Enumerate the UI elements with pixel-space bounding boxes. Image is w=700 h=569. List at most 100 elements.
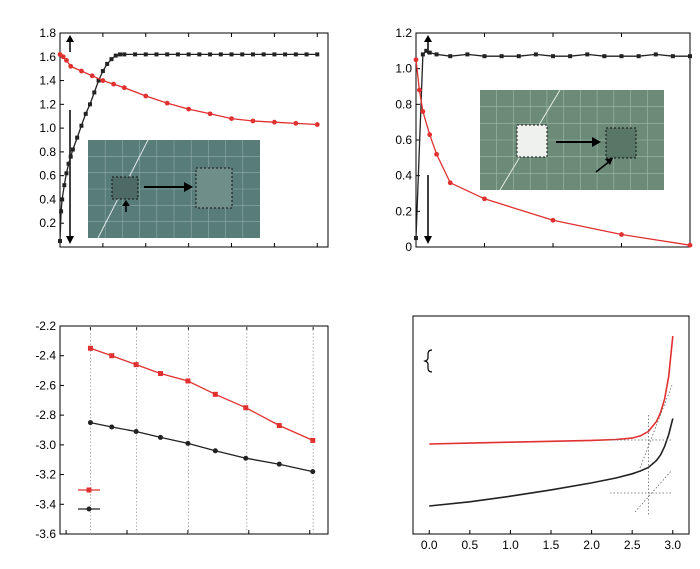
d-le-rise-tangent <box>634 469 673 513</box>
a-leakage-point <box>89 73 95 79</box>
b-uptake-point <box>585 52 590 57</box>
c-legend-marker-le <box>86 506 92 512</box>
a-y-tick-label: 0.2 <box>39 216 56 230</box>
c-gpe-point <box>276 423 282 429</box>
a-leakage-point <box>164 100 170 106</box>
a-uptake-point <box>118 52 123 57</box>
b-inset-arrow-icon <box>592 137 601 147</box>
c-le-point <box>212 448 218 454</box>
a-uptake-point <box>272 52 277 57</box>
a-uptake-point <box>66 161 71 166</box>
c-gpe-point <box>158 371 163 377</box>
c-le-point <box>243 455 249 461</box>
b-uptake-point <box>424 48 429 53</box>
c-le-point <box>158 434 163 440</box>
c-y-tick-label: -3.6 <box>35 527 56 541</box>
a-leakage-point <box>293 120 299 126</box>
b-leakage-point <box>434 151 439 157</box>
c-gpe-point <box>87 345 93 351</box>
a-leakage-point <box>60 54 66 60</box>
b-uptake-point <box>602 54 607 59</box>
d-x-tick-label: 0.0 <box>421 538 438 552</box>
a-uptake-point <box>283 52 288 57</box>
a-uptake-point <box>218 52 223 57</box>
a-leakage-point <box>207 111 213 117</box>
a-uptake-point <box>68 154 73 159</box>
b-uptake-point <box>420 52 425 57</box>
b-uptake-point <box>465 52 470 57</box>
a-y-tick-label: 1.0 <box>39 121 56 135</box>
panel-b-chart: 0 0.2 0.4 0.6 0.8 1.0 1.2 <box>395 26 693 254</box>
b-leakage-point <box>619 232 624 237</box>
a-uptake-point <box>133 52 138 57</box>
c-y-tick-label: -3.4 <box>35 497 56 511</box>
a-uptake-point <box>143 52 148 57</box>
a-uptake-point <box>92 90 97 95</box>
panel-a-chart: 0.2 0.4 0.6 0.8 1.0 1.2 1.4 1.6 1.8 <box>39 26 329 248</box>
b-uptake-point <box>434 52 439 57</box>
a-uptake-point <box>83 111 88 116</box>
c-gpe-point <box>212 391 218 397</box>
a-uptake-point <box>154 52 159 57</box>
c-legend-marker-gpe <box>86 487 92 493</box>
a-uptake-point <box>60 197 65 202</box>
c-gpe-point <box>310 437 316 443</box>
d-series-line-gpe <box>429 335 674 445</box>
d-series-line-le <box>429 418 674 507</box>
b-inset-separator <box>516 124 548 158</box>
a-inset-gpe <box>195 167 233 209</box>
a-leakage-point <box>250 118 256 124</box>
a-leakage-point <box>79 68 84 74</box>
d-x-tick-label: 2.0 <box>583 538 600 552</box>
b-uptake-point <box>533 52 538 57</box>
b-uptake-point <box>551 54 555 59</box>
c-y-tick-label: -3.2 <box>35 468 56 482</box>
a-plot-frame <box>59 32 329 248</box>
c-le-point <box>87 420 93 426</box>
a-down-arrow-icon <box>66 236 74 244</box>
b-uptake-point <box>427 50 432 55</box>
a-inset-small-arrow-icon <box>122 200 130 206</box>
d-x-tick-label: 0.5 <box>461 538 478 552</box>
a-uptake-point <box>79 123 84 128</box>
a-uptake-point <box>113 53 118 58</box>
a-uptake-point <box>208 52 213 57</box>
a-uptake-point <box>100 69 105 74</box>
b-leakage-point <box>550 217 556 223</box>
b-inset-small-arrow <box>595 160 611 173</box>
a-y-tick-label: 1.6 <box>39 50 56 64</box>
a-uptake-point <box>261 52 266 57</box>
b-uptake-point <box>499 54 504 59</box>
a-uptake-point <box>122 52 127 57</box>
a-series-line-leakage <box>59 53 318 126</box>
a-uptake-point <box>70 147 75 152</box>
a-leakage-point <box>314 122 320 127</box>
c-le-point <box>185 440 191 446</box>
b-leakage-point <box>447 180 453 186</box>
b-inset-adsorbed <box>605 127 637 159</box>
a-uptake-point <box>293 52 298 57</box>
a-uptake-point <box>315 52 320 57</box>
a-up-arrow-icon <box>66 35 74 42</box>
a-y-tick-label: 1.8 <box>39 26 56 40</box>
a-uptake-point <box>58 239 62 244</box>
d-x-tick-label: 1.0 <box>502 538 519 552</box>
b-y-tick-label: 0.2 <box>395 204 412 218</box>
a-y-tick-label: 1.2 <box>39 97 56 111</box>
a-uptake-point <box>250 52 255 57</box>
b-uptake-point <box>670 54 675 59</box>
a-uptake-point <box>109 57 114 62</box>
a-leakage-point <box>100 78 106 83</box>
c-y-tick-label: -3.0 <box>35 438 56 452</box>
b-leakage-point <box>413 57 419 63</box>
c-le-point <box>133 428 139 434</box>
a-uptake-point <box>229 52 234 57</box>
b-leakage-point <box>420 109 426 114</box>
a-uptake-point <box>304 52 309 57</box>
panel-c-chart: -2.2 -2.4 -2.6 -2.8 -3.0 -3.2 -3.4 -3.6 <box>35 319 329 541</box>
a-leakage-point <box>68 63 74 69</box>
a-leakage-point <box>121 85 127 91</box>
c-le-point <box>109 424 115 430</box>
d-scale-bracket-icon <box>423 349 433 373</box>
